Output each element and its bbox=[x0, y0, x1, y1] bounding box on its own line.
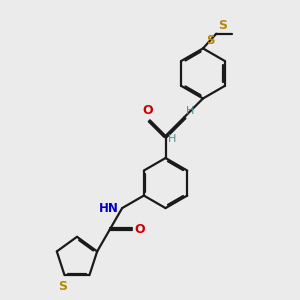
Text: S: S bbox=[58, 280, 68, 293]
Text: S: S bbox=[218, 19, 227, 32]
Text: H: H bbox=[168, 134, 176, 144]
Text: O: O bbox=[135, 223, 145, 236]
Text: S: S bbox=[206, 34, 215, 47]
Text: H: H bbox=[186, 106, 194, 116]
Text: HN: HN bbox=[99, 202, 118, 214]
Text: O: O bbox=[142, 104, 153, 117]
